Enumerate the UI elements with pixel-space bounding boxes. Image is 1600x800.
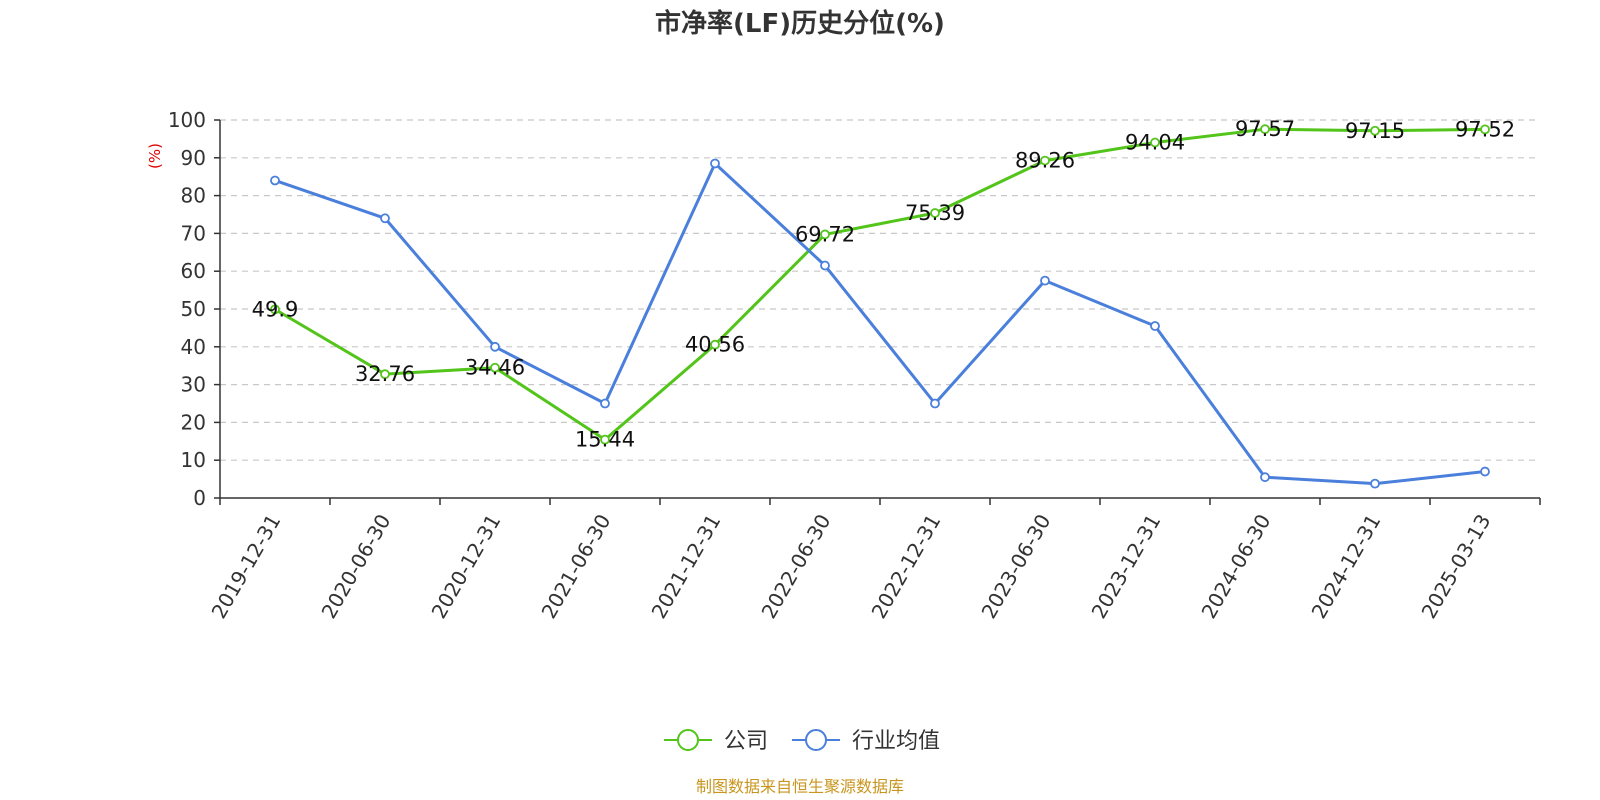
x-tick-label: 2019-12-31	[206, 510, 285, 623]
data-point	[1480, 124, 1490, 135]
data-point	[1040, 275, 1050, 286]
data-point	[710, 339, 720, 350]
legend-label: 行业均值	[852, 729, 940, 754]
y-tick-label: 90	[181, 146, 206, 170]
data-point	[1260, 472, 1270, 483]
data-point	[930, 398, 940, 409]
x-tick-label: 2022-06-30	[756, 510, 835, 623]
chart-title: 市净率(LF)历史分位(%)	[655, 8, 945, 39]
x-tick-label: 2021-12-31	[646, 510, 725, 623]
data-label: 15.44	[575, 428, 635, 452]
y-tick-label: 10	[181, 448, 206, 472]
data-point	[270, 304, 280, 315]
data-label: 89.26	[1015, 149, 1075, 173]
y-tick-label: 50	[181, 297, 206, 321]
legend-marker-icon	[677, 729, 699, 751]
legend-marker-icon	[805, 729, 828, 751]
x-tick-label: 2024-12-31	[1306, 510, 1385, 623]
y-tick-label: 100	[168, 108, 206, 132]
data-point	[1150, 321, 1160, 331]
data-point	[820, 229, 830, 240]
y-tick-label: 70	[181, 221, 206, 245]
data-point	[600, 434, 610, 445]
data-labels: 49.9 32.76 34.46 15.44 40.56 69.72 75.39 89.26 9…	[252, 117, 1515, 451]
grid-lines	[220, 119, 1540, 461]
data-point	[930, 208, 940, 218]
data-label: 49.9	[252, 297, 299, 321]
y-axis-unit-label: (%)	[146, 143, 164, 169]
data-point	[270, 175, 280, 186]
source-note: 制图数据来自恒生聚源数据库	[696, 777, 904, 796]
data-label: 69.72	[795, 222, 855, 246]
data-point	[1370, 478, 1380, 489]
data-point	[1150, 137, 1160, 148]
y-tick-label: 80	[181, 184, 206, 208]
data-point	[600, 398, 610, 409]
data-point	[820, 260, 830, 271]
y-tick-label: 20	[181, 410, 206, 434]
data-point	[490, 341, 500, 352]
x-tick-label: 2023-12-31	[1086, 510, 1165, 623]
data-label: 32.76	[355, 362, 415, 386]
data-point	[710, 158, 720, 169]
data-label: 75.39	[905, 201, 965, 225]
y-tick-label: 40	[181, 335, 206, 359]
y-tick-label: 0	[193, 486, 206, 510]
data-point	[1040, 155, 1050, 166]
data-label: 97.57	[1235, 117, 1295, 141]
legend-label: 公司	[724, 729, 768, 754]
x-tick-label: 2021-06-30	[536, 510, 615, 623]
legend-item[interactable]: 行业均值	[792, 729, 940, 754]
x-tick-label: 2020-06-30	[316, 510, 395, 623]
data-point	[1370, 125, 1380, 136]
data-label: 97.15	[1345, 119, 1405, 143]
data-point	[1260, 124, 1270, 135]
data-point	[1480, 466, 1490, 477]
legend-item[interactable]: 公司	[664, 729, 768, 754]
series-line	[274, 161, 1486, 486]
x-tick-label: 2020-12-31	[426, 510, 505, 623]
x-tick-label: 2022-12-31	[866, 510, 945, 623]
data-point	[490, 362, 500, 373]
data-label: 40.56	[685, 333, 745, 357]
series-group	[270, 124, 1490, 489]
data-point	[380, 369, 390, 380]
data-point	[380, 213, 390, 224]
x-tick-label: 2023-06-30	[976, 510, 1055, 623]
data-label: 94.04	[1125, 131, 1185, 155]
x-tick-label: 2025-03-13	[1416, 510, 1495, 623]
x-tick-label: 2024-06-30	[1196, 510, 1275, 623]
series-line	[274, 127, 1486, 442]
y-tick-label: 30	[181, 373, 206, 397]
data-label: 34.46	[465, 356, 525, 380]
y-tick-label: 60	[181, 259, 206, 283]
data-label: 97.52	[1455, 117, 1515, 141]
legend[interactable]: 公司 行业均值	[664, 729, 940, 754]
